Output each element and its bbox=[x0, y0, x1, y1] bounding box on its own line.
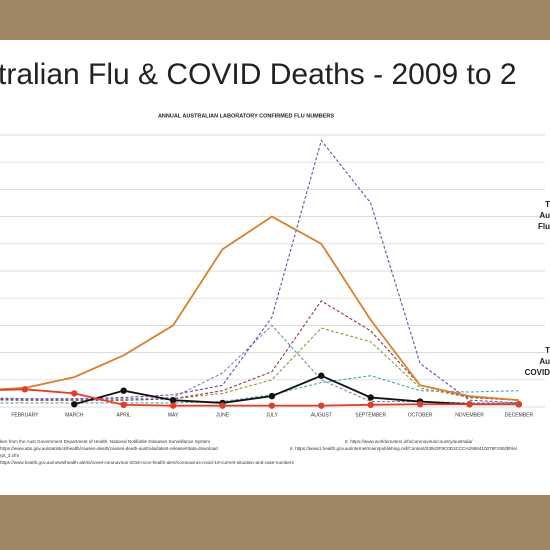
data-point bbox=[120, 387, 127, 394]
footnote: 6. https://www1.health.gov.au/internet/m… bbox=[290, 446, 518, 451]
data-point bbox=[169, 402, 177, 409]
x-tick-label: JULY bbox=[266, 412, 279, 418]
slide-title: tralian Flu & COVID Deaths - 2009 to 2 bbox=[0, 58, 517, 91]
series-line bbox=[0, 388, 519, 407]
data-point bbox=[318, 372, 325, 379]
data-point bbox=[169, 397, 177, 404]
data-point bbox=[367, 401, 374, 409]
data-point bbox=[71, 390, 78, 397]
x-tick-label: NOVEMBER bbox=[455, 412, 484, 418]
x-tick-label: MAY bbox=[168, 412, 179, 418]
x-tick-label: SEPTEMBER bbox=[355, 412, 386, 418]
annotation: T bbox=[545, 200, 550, 209]
x-tick-label: MARCH bbox=[65, 412, 84, 418]
x-tick-label: OCTOBER bbox=[408, 412, 433, 418]
footnote: rpt_3.cfm bbox=[0, 453, 19, 458]
data-point bbox=[21, 386, 29, 393]
x-tick-label: FEBRUARY bbox=[11, 412, 39, 418]
data-point bbox=[318, 402, 325, 409]
footnote: https://www.health.gov.au/news/health-al… bbox=[0, 460, 295, 465]
data-point bbox=[367, 394, 374, 401]
data-point bbox=[515, 401, 523, 408]
series-line bbox=[0, 215, 519, 402]
data-point bbox=[466, 401, 473, 408]
series-line bbox=[74, 374, 519, 406]
slide-body bbox=[0, 40, 550, 495]
footnote: https://www.abs.gov.au/statistics/health… bbox=[0, 446, 218, 451]
x-tick-label: JUNE bbox=[216, 412, 230, 418]
series-line bbox=[0, 139, 519, 404]
x-tick-label: AUGUST bbox=[311, 412, 332, 418]
annotation: T bbox=[545, 346, 550, 355]
data-point bbox=[416, 401, 424, 408]
footnote: 5. https://www.worldometers.info/coronav… bbox=[345, 439, 473, 444]
annotation: COVID bbox=[525, 368, 550, 377]
data-point bbox=[268, 402, 276, 409]
annotation: Au bbox=[539, 357, 550, 366]
footnote: ken from the Aust Government Department … bbox=[0, 439, 210, 444]
data-point bbox=[268, 392, 276, 400]
x-tick-label: DECEMBER bbox=[505, 412, 534, 418]
data-point bbox=[71, 401, 78, 408]
x-tick-label: APRIL bbox=[116, 412, 131, 418]
data-point bbox=[219, 402, 226, 409]
annotation: Au bbox=[539, 211, 550, 220]
annotation: Flu bbox=[538, 222, 550, 231]
series-line bbox=[0, 375, 519, 404]
chart-subtitle: ANNUAL AUSTRALIAN LABORATORY CONFIRMED F… bbox=[158, 113, 334, 119]
data-point bbox=[120, 401, 127, 409]
